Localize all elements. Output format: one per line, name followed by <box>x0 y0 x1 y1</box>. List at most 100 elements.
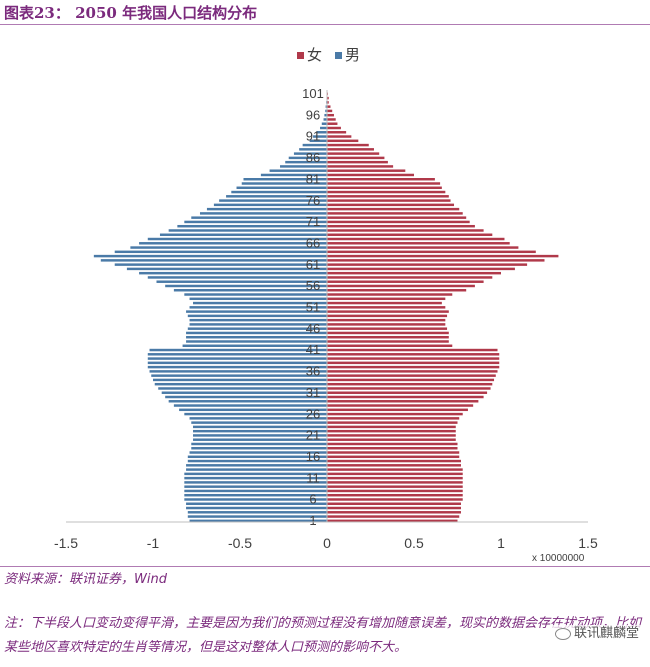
bar-male-age-54 <box>184 293 327 296</box>
bar-female-age-5 <box>327 502 461 505</box>
bar-female-age-33 <box>327 382 493 386</box>
y-tick-label: 66 <box>306 235 320 250</box>
bar-male-age-97 <box>325 109 327 113</box>
bar-male-age-64 <box>114 250 327 254</box>
bar-female-age-46 <box>327 327 448 330</box>
bar-male-age-16 <box>187 455 327 459</box>
source-text: 资料来源：联讯证券，Wind <box>4 572 167 587</box>
bar-female-age-10 <box>327 481 463 484</box>
bar-male-age-52 <box>193 301 327 305</box>
x-tick-label: 1 <box>497 535 505 551</box>
bar-group <box>93 92 559 523</box>
bar-male-age-62 <box>100 259 327 262</box>
bar-female-age-34 <box>327 378 495 382</box>
bar-male-age-49 <box>187 314 327 318</box>
bar-female-age-35 <box>327 374 496 377</box>
bar-male-age-76 <box>219 199 327 202</box>
bar-female-age-71 <box>327 220 470 224</box>
bar-male-age-3 <box>187 511 327 514</box>
bar-female-age-26 <box>327 412 463 416</box>
y-tick-label: 21 <box>306 428 320 443</box>
bar-female-age-61 <box>327 263 528 266</box>
bar-male-age-79 <box>236 186 327 190</box>
bar-male-age-30 <box>165 395 327 399</box>
y-tick-label: 11 <box>306 470 320 485</box>
bar-male-age-55 <box>173 289 327 292</box>
bar-female-age-49 <box>327 314 448 318</box>
bar-female-age-94 <box>327 122 338 125</box>
x-tick-label: 0.5 <box>404 535 424 551</box>
bar-female-age-70 <box>327 224 475 228</box>
y-tick-label: 1 <box>309 513 316 528</box>
bar-female-age-48 <box>327 318 446 322</box>
bar-male-age-32 <box>158 387 327 390</box>
bar-male-age-21 <box>193 434 327 437</box>
note-text: 注：下半段人口变动变得平滑，主要是因为我们的预测过程没有增加随意误差，现实的数据… <box>4 616 642 655</box>
bar-female-age-80 <box>327 182 441 185</box>
bar-male-age-83 <box>269 169 327 172</box>
bar-male-age-86 <box>288 156 327 160</box>
bar-female-age-19 <box>327 442 458 446</box>
bar-female-age-13 <box>327 468 463 471</box>
y-tick-label: 31 <box>306 385 320 400</box>
bar-female-age-62 <box>327 259 545 262</box>
x-axis: -1.5 -1 -0.5 0 0.5 1 1.5 x 10000000 <box>54 521 598 564</box>
source-divider <box>0 566 650 567</box>
bar-female-age-75 <box>327 203 455 207</box>
bar-female-age-88 <box>327 148 374 151</box>
bar-male-age-95 <box>323 118 327 121</box>
x-tick-label: 1.5 <box>578 535 598 551</box>
bar-female-age-66 <box>327 242 510 245</box>
bar-male-age-61 <box>114 263 327 266</box>
bar-female-age-3 <box>327 511 461 514</box>
y-tick-label: 16 <box>306 449 320 464</box>
y-tick-label: 41 <box>306 342 320 357</box>
bar-female-age-22 <box>327 429 456 433</box>
y-tick-label: 36 <box>306 364 320 379</box>
bar-male-age-15 <box>187 459 327 463</box>
y-tick-label: 86 <box>306 150 320 165</box>
bar-female-age-96 <box>327 113 334 117</box>
bar-female-age-67 <box>327 237 505 241</box>
legend-swatch-female <box>297 52 304 59</box>
bar-female-age-100 <box>327 96 329 100</box>
x-scale-label: x 10000000 <box>532 553 585 564</box>
bar-female-age-85 <box>327 160 388 164</box>
bar-male-age-92 <box>316 131 327 134</box>
bar-female-age-14 <box>327 464 461 467</box>
bar-male-age-81 <box>243 178 327 181</box>
bar-female-age-7 <box>327 493 463 497</box>
x-tick-label: 0 <box>323 535 331 551</box>
legend-label-female: 女 <box>307 46 322 64</box>
bar-male-age-41 <box>149 348 327 352</box>
bar-female-age-59 <box>327 271 501 275</box>
y-tick-label: 101 <box>302 86 324 101</box>
bar-female-age-72 <box>327 216 467 219</box>
bar-male-age-60 <box>126 267 328 271</box>
bar-male-age-25 <box>189 417 327 420</box>
bar-female-age-74 <box>327 207 460 211</box>
bar-male-age-45 <box>186 331 327 335</box>
bar-male-age-84 <box>280 165 327 168</box>
bar-male-age-11 <box>184 476 327 480</box>
bar-male-age-23 <box>193 425 327 429</box>
y-tick-label: 46 <box>306 321 320 336</box>
bar-female-age-56 <box>327 284 475 288</box>
bar-male-age-72 <box>191 216 327 219</box>
y-tick-label: 81 <box>306 171 320 186</box>
bar-male-age-78 <box>231 190 327 194</box>
x-tick-label: -0.5 <box>228 535 252 551</box>
bar-male-age-34 <box>153 378 327 382</box>
bar-male-age-91 <box>313 135 327 138</box>
bar-male-age-24 <box>191 421 327 424</box>
bar-female-age-12 <box>327 472 463 476</box>
bar-female-age-25 <box>327 417 460 420</box>
bar-male-age-6 <box>184 498 327 501</box>
bar-male-age-69 <box>168 229 327 232</box>
bar-female-age-54 <box>327 293 453 296</box>
bar-female-age-29 <box>327 400 479 403</box>
bar-male-age-17 <box>189 451 327 454</box>
bar-male-age-4 <box>186 506 327 510</box>
bar-male-age-2 <box>187 515 327 518</box>
bar-female-age-60 <box>327 267 515 271</box>
